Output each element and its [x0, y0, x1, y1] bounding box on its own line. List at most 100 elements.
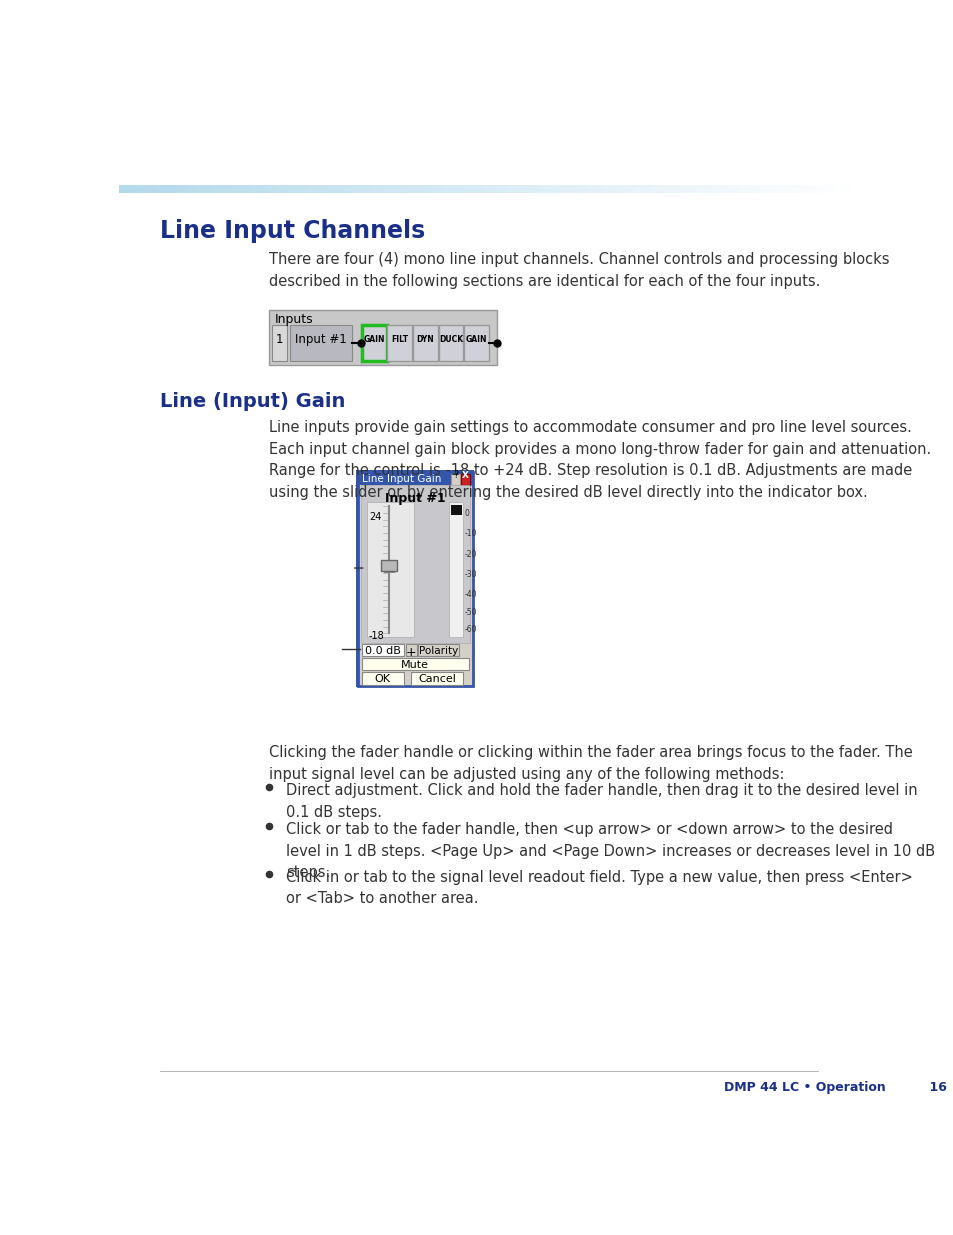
Bar — [406, 645, 416, 656]
Bar — [193, 185, 196, 193]
Bar — [440, 185, 444, 193]
Bar — [721, 185, 724, 193]
Bar — [688, 185, 692, 193]
Bar — [237, 185, 241, 193]
Text: -20: -20 — [464, 550, 476, 558]
Bar — [518, 185, 521, 193]
Bar — [846, 185, 850, 193]
Bar — [629, 185, 633, 193]
Bar — [127, 185, 131, 193]
Bar — [647, 185, 651, 193]
Text: Polarity: Polarity — [418, 646, 457, 656]
Bar — [633, 185, 636, 193]
Bar — [137, 185, 141, 193]
Bar — [389, 327, 414, 362]
Bar — [389, 185, 393, 193]
Bar — [481, 185, 485, 193]
Bar — [799, 185, 802, 193]
Bar — [761, 185, 765, 193]
Text: Mute: Mute — [401, 661, 429, 671]
Bar — [337, 185, 341, 193]
Bar — [781, 185, 783, 193]
Bar — [314, 185, 318, 193]
Bar — [596, 185, 599, 193]
Bar — [449, 503, 463, 637]
Text: DYN: DYN — [416, 336, 434, 345]
Bar — [182, 185, 186, 193]
Bar — [769, 185, 773, 193]
Bar — [222, 185, 226, 193]
Bar — [413, 325, 437, 361]
Bar — [361, 672, 404, 685]
Bar — [496, 185, 499, 193]
Bar — [743, 185, 747, 193]
Bar — [525, 185, 529, 193]
Bar — [400, 185, 403, 193]
Bar — [263, 185, 267, 193]
Bar — [156, 185, 160, 193]
Bar — [643, 185, 647, 193]
Bar — [385, 185, 389, 193]
Bar — [456, 185, 459, 193]
Bar — [662, 185, 665, 193]
Text: Line Input Channels: Line Input Channels — [159, 219, 424, 243]
Bar — [706, 185, 710, 193]
Bar — [574, 185, 577, 193]
Bar — [840, 185, 842, 193]
Bar — [699, 185, 702, 193]
Bar — [832, 185, 836, 193]
Bar — [580, 185, 584, 193]
Bar — [621, 185, 625, 193]
Bar — [241, 185, 245, 193]
Text: +: + — [406, 646, 416, 659]
Text: Line Input Gain: Line Input Gain — [361, 474, 440, 484]
Bar — [361, 645, 404, 656]
Bar — [387, 325, 412, 361]
Bar — [673, 185, 677, 193]
Bar — [304, 185, 308, 193]
Bar — [374, 185, 377, 193]
Text: -40: -40 — [464, 590, 476, 599]
Bar — [439, 327, 464, 362]
Text: -18: -18 — [369, 631, 384, 641]
Text: Line inputs provide gain settings to accommodate consumer and pro line level sou: Line inputs provide gain settings to acc… — [269, 420, 930, 500]
Bar — [460, 474, 470, 484]
Bar — [285, 185, 289, 193]
Bar — [269, 310, 497, 366]
Bar — [537, 185, 540, 193]
Bar — [355, 185, 359, 193]
Bar — [226, 185, 230, 193]
Bar — [190, 185, 193, 193]
Bar — [259, 185, 263, 193]
Bar — [415, 327, 439, 362]
Bar — [208, 185, 212, 193]
Bar — [204, 185, 208, 193]
Bar — [566, 185, 570, 193]
Bar — [470, 185, 474, 193]
Bar — [669, 185, 673, 193]
Text: -60: -60 — [464, 625, 476, 634]
Bar — [348, 185, 352, 193]
Text: DMP 44 LC • Operation          16: DMP 44 LC • Operation 16 — [723, 1082, 945, 1094]
Bar — [540, 185, 544, 193]
Bar — [141, 185, 145, 193]
Text: -10: -10 — [464, 530, 476, 538]
Text: DUCK: DUCK — [438, 336, 462, 345]
Bar — [290, 325, 352, 361]
Bar — [718, 185, 721, 193]
Bar — [356, 471, 474, 687]
Bar — [438, 325, 463, 361]
Bar — [492, 185, 496, 193]
Bar — [503, 185, 507, 193]
Bar — [570, 185, 574, 193]
Bar — [751, 185, 755, 193]
Bar — [377, 185, 381, 193]
Bar — [783, 185, 787, 193]
Bar — [787, 185, 791, 193]
Bar — [393, 185, 396, 193]
Bar — [396, 185, 400, 193]
Bar — [474, 185, 477, 193]
Bar — [477, 185, 481, 193]
Bar — [836, 185, 840, 193]
Bar — [533, 185, 537, 193]
